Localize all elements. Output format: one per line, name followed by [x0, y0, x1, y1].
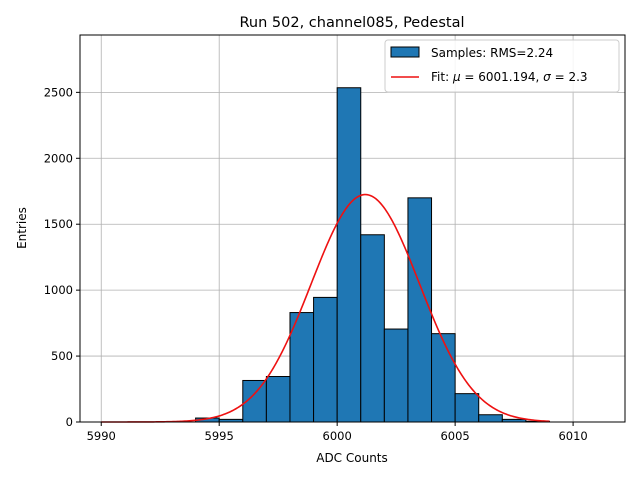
y-axis-ticks: 0 500 1000 1500 2000 2500: [44, 85, 80, 429]
x-tick-label-3: 6005: [440, 429, 469, 443]
x-tick-label-1: 5995: [205, 429, 234, 443]
y-axis-label: Entries: [15, 207, 29, 249]
x-axis-label: ADC Counts: [316, 451, 388, 465]
x-tick-label-0: 5990: [87, 429, 116, 443]
histogram-bar-11: [454, 393, 480, 423]
fit-curve: [101, 193, 550, 423]
histogram-bars: [195, 87, 551, 423]
legend: Samples: RMS=2.24 Fit: μ = 6001.194, σ =…: [384, 39, 620, 93]
fit-curve-layer: [101, 193, 550, 423]
x-tick-label-4: 6010: [558, 429, 587, 443]
x-axis-ticks: 5990 5995 6000 6005 6010: [87, 422, 588, 443]
y-tick-label-5: 2500: [44, 85, 73, 99]
histogram-bar-6: [336, 87, 362, 423]
y-tick-label-2: 1000: [44, 283, 73, 297]
y-tick-label-4: 2000: [44, 151, 73, 165]
histogram-bar-5: [313, 296, 338, 423]
plot-frame: [79, 34, 626, 423]
x-tick-label-2: 6000: [323, 429, 352, 443]
histogram-bar-12: [478, 414, 503, 423]
legend-swatch-samples: [390, 46, 420, 58]
legend-box: [384, 39, 620, 93]
histogram-bar-7: [360, 234, 385, 423]
y-tick-label-3: 1500: [44, 217, 73, 231]
legend-label-samples: Samples: RMS=2.24: [431, 46, 553, 60]
legend-label-fit: Fit: μ = 6001.194, σ = 2.3: [431, 70, 588, 84]
histogram-bar-8: [383, 328, 409, 423]
chart-title: Run 502, channel085, Pedestal: [239, 15, 464, 31]
histogram-bar-3: [265, 376, 291, 423]
histogram-bar-9: [407, 197, 433, 423]
y-tick-label-0: 0: [66, 415, 73, 429]
histogram-bar-10: [431, 333, 456, 423]
y-tick-label-1: 500: [51, 349, 73, 363]
